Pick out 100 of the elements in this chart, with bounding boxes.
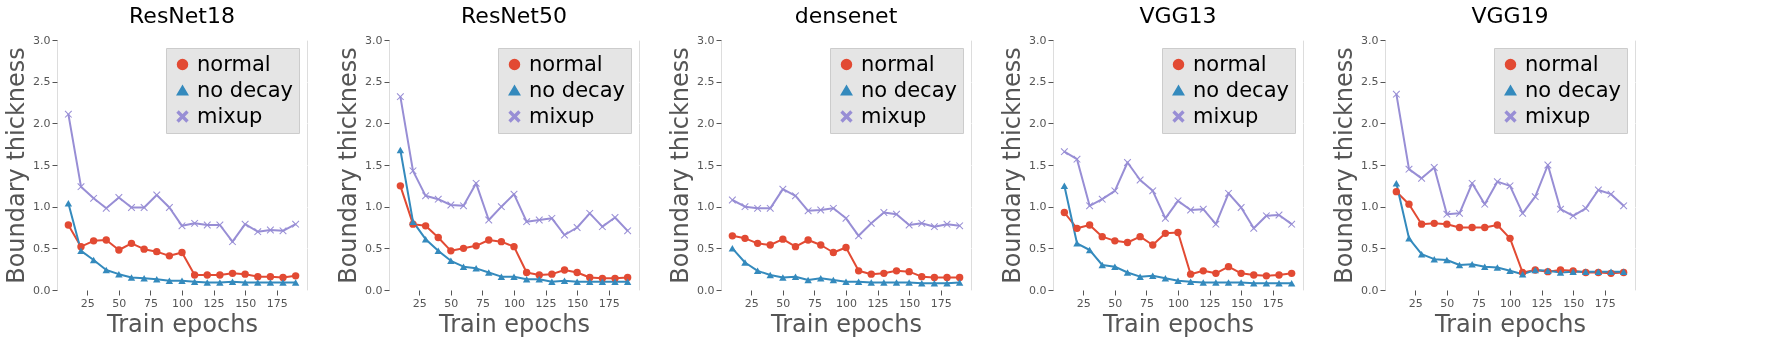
x-tick-label: 175 [1594,296,1616,310]
x-tick-label: 50 [444,296,459,310]
x-tick-label: 125 [867,296,889,310]
y-tick-label: 1.5 [365,158,383,172]
y-tick-label: 2.0 [33,116,51,130]
x-tick-label: 50 [1108,296,1123,310]
y-tick-label: 2.5 [697,75,715,89]
legend-label: no decay [197,77,293,102]
legend-label: normal [1193,51,1267,76]
y-axis-title: Boundary thickness [2,47,31,284]
chart-title: VGG19 [1471,3,1549,28]
y-tick-label: 1.0 [1361,200,1379,214]
y-tick-label: 1.0 [33,200,51,214]
y-tick-label: 1.0 [365,200,383,214]
x-axis-title: Train epochs [106,309,258,338]
y-tick-label: 0.0 [1361,283,1379,297]
x-tick-label: 125 [535,296,557,310]
x-tick-label: 150 [235,296,257,310]
y-tick-label: 2.5 [1361,75,1379,89]
y-axis-title: Boundary thickness [334,47,363,284]
x-tick-label: 100 [504,296,525,310]
y-axis-title: Boundary thickness [666,47,695,284]
legend-label: no decay [1193,77,1289,102]
x-tick-label: 100 [172,296,193,310]
y-tick-label: 3.0 [33,33,51,47]
x-tick-label: 25 [412,296,427,310]
y-tick-label: 1.5 [1029,158,1047,172]
x-tick-label: 50 [776,296,791,310]
chart-title: ResNet18 [129,3,235,28]
legend-label: normal [1525,51,1599,76]
legend-label: mixup [197,103,263,128]
y-tick-label: 0.0 [365,283,383,297]
y-tick-label: 2.0 [1361,116,1379,130]
x-axis-title: Train epochs [770,309,922,338]
y-axis-title: Boundary thickness [998,47,1027,284]
x-tick-label: 75 [475,296,490,310]
x-tick-label: 50 [112,296,127,310]
y-tick-label: 2.5 [365,75,383,89]
legend-label: mixup [1525,103,1591,128]
x-axis-title: Train epochs [438,309,590,338]
x-tick-label: 75 [807,296,822,310]
legend-label: mixup [861,103,927,128]
y-tick-label: 0.5 [1029,241,1047,255]
x-tick-label: 175 [1262,296,1284,310]
x-tick-label: 175 [598,296,620,310]
x-tick-label: 175 [930,296,952,310]
x-tick-label: 175 [266,296,288,310]
y-tick-label: 0.5 [365,241,383,255]
legend-label: no decay [861,77,957,102]
x-tick-label: 100 [1500,296,1521,310]
x-tick-label: 25 [1408,296,1423,310]
y-tick-label: 0.5 [697,241,715,255]
x-tick-label: 150 [567,296,589,310]
y-tick-label: 2.0 [697,116,715,130]
x-axis-title: Train epochs [1434,309,1586,338]
x-tick-label: 150 [1563,296,1585,310]
y-tick-label: 1.5 [1361,158,1379,172]
chart-title: ResNet50 [461,3,567,28]
y-tick-label: 2.0 [1029,116,1047,130]
x-tick-label: 75 [143,296,158,310]
legend-label: mixup [529,103,595,128]
x-tick-label: 150 [899,296,921,310]
legend-label: mixup [1193,103,1259,128]
y-tick-label: 3.0 [365,33,383,47]
y-tick-label: 3.0 [1029,33,1047,47]
y-tick-label: 1.0 [697,200,715,214]
y-tick-label: 3.0 [697,33,715,47]
x-tick-label: 25 [744,296,759,310]
legend-label: normal [861,51,935,76]
legend-label: normal [529,51,603,76]
y-tick-label: 0.0 [33,283,51,297]
y-tick-label: 1.5 [697,158,715,172]
legend-label: no decay [1525,77,1621,102]
y-tick-label: 2.0 [365,116,383,130]
x-tick-label: 75 [1471,296,1486,310]
x-tick-label: 150 [1231,296,1253,310]
x-tick-label: 100 [1168,296,1189,310]
x-tick-label: 125 [203,296,225,310]
legend-label: normal [197,51,271,76]
y-tick-label: 1.0 [1029,200,1047,214]
chart-title: densenet [794,3,898,28]
x-tick-label: 25 [80,296,95,310]
y-tick-label: 0.5 [1361,241,1379,255]
x-tick-label: 75 [1139,296,1154,310]
y-tick-label: 0.0 [1029,283,1047,297]
x-tick-label: 100 [836,296,857,310]
y-axis-title: Boundary thickness [1330,47,1359,284]
y-tick-label: 2.5 [33,75,51,89]
y-tick-label: 3.0 [1361,33,1379,47]
y-tick-label: 0.5 [33,241,51,255]
y-tick-label: 2.5 [1029,75,1047,89]
x-tick-label: 125 [1199,296,1221,310]
chart-title: VGG13 [1139,3,1217,28]
legend-label: no decay [529,77,625,102]
x-tick-label: 125 [1531,296,1553,310]
y-tick-label: 1.5 [33,158,51,172]
y-tick-label: 0.0 [697,283,715,297]
x-axis-title: Train epochs [1102,309,1254,338]
x-tick-label: 25 [1076,296,1091,310]
x-tick-label: 50 [1440,296,1455,310]
